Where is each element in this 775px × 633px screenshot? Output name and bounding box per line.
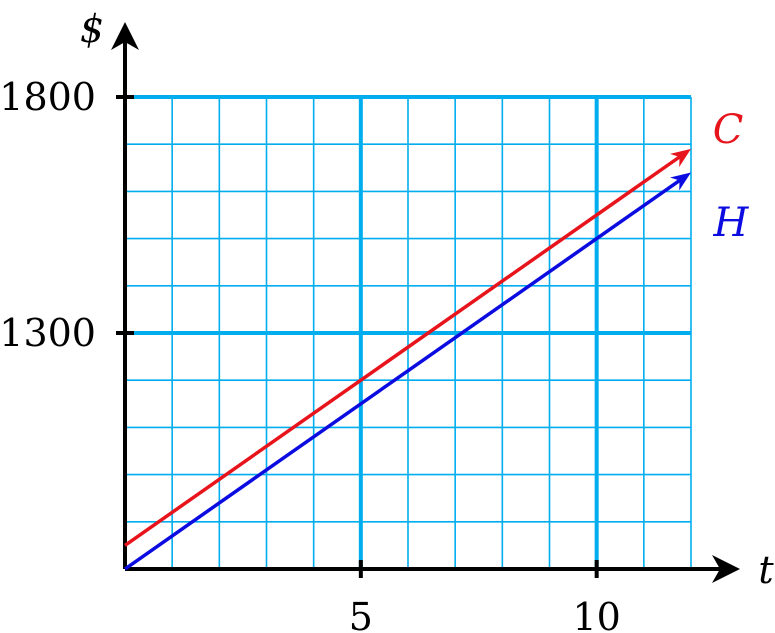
ticks: 5 10 1300 1800: [0, 75, 621, 633]
axes: [111, 22, 740, 583]
series-label-h: H: [713, 200, 750, 246]
series-line-h: [123, 178, 682, 571]
y-tick-label: 1800: [0, 75, 96, 119]
x-tick-label: 5: [349, 595, 373, 633]
x-axis-arrowhead: [712, 555, 740, 583]
series: CH: [123, 107, 750, 571]
series-label-c: C: [713, 107, 744, 153]
series-line-c: [123, 154, 682, 547]
x-axis-label: t: [758, 548, 774, 592]
series-arrowhead-c: [670, 148, 691, 167]
grid: [125, 95, 692, 569]
series-arrowhead-h: [670, 172, 691, 191]
x-tick-label: 10: [572, 595, 620, 633]
y-axis-label: $: [80, 7, 104, 51]
y-tick-label: 1300: [0, 311, 96, 355]
y-axis-arrowhead: [111, 22, 139, 50]
